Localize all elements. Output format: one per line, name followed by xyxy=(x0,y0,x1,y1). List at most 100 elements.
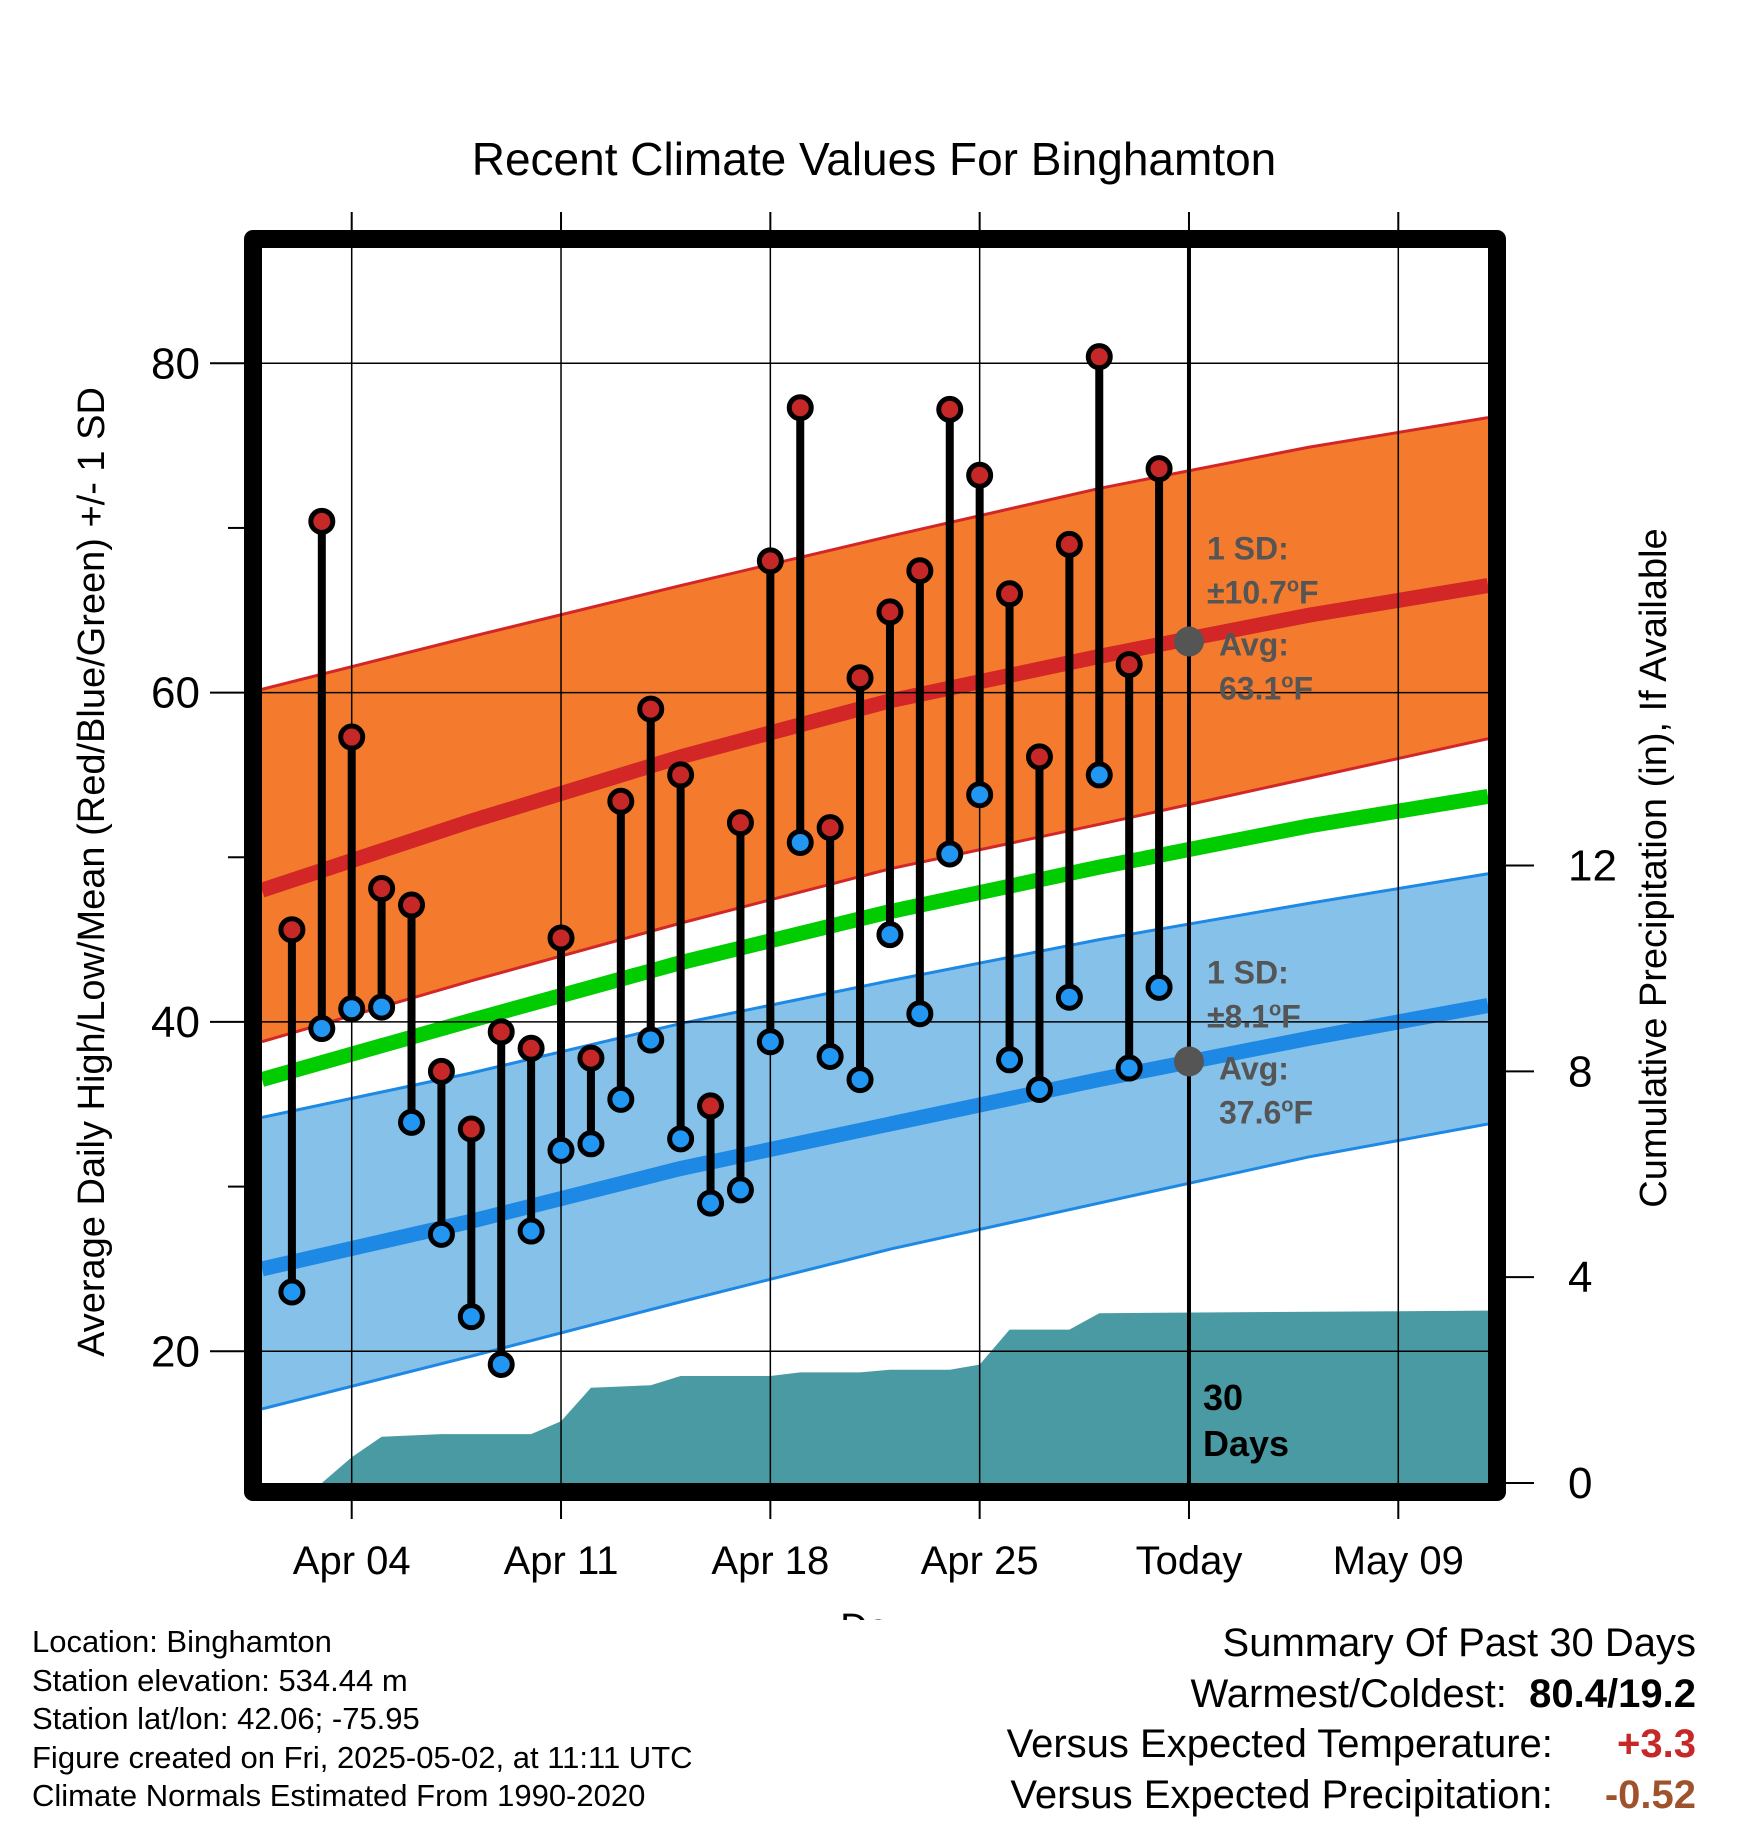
days-unit-label: Days xyxy=(1203,1423,1289,1464)
low-sd-band xyxy=(262,873,1488,1409)
avg-marker xyxy=(1173,1046,1204,1077)
high-upper-edge xyxy=(262,416,1488,691)
daily-low-point xyxy=(487,1350,515,1378)
daily-high-point xyxy=(667,761,695,789)
daily-high-point xyxy=(338,723,366,751)
precip-area xyxy=(262,1310,1488,1483)
x-tick-label: May 09 xyxy=(1333,1539,1464,1583)
y-tick-label: 60 xyxy=(151,669,200,718)
daily-high-point xyxy=(726,809,754,837)
low-upper-edge xyxy=(262,872,1488,1119)
daily-high-point xyxy=(487,1018,515,1046)
daily-high-point xyxy=(278,916,306,944)
daily-low-point xyxy=(1085,761,1113,789)
daily-high-point xyxy=(816,814,844,842)
daily-low-point xyxy=(368,993,396,1021)
days-count-label: 30 xyxy=(1203,1377,1243,1418)
daily-low-point xyxy=(1025,1075,1053,1103)
daily-high-point xyxy=(427,1057,455,1085)
summary-temp-row: Versus Expected Temperature: +3.3 xyxy=(1007,1719,1696,1770)
summary-title: Summary Of Past 30 Days xyxy=(1222,1621,1696,1665)
x-tick-label: Apr 11 xyxy=(504,1539,619,1583)
daily-high-point xyxy=(1025,743,1053,771)
x-tick-label: Apr 25 xyxy=(921,1539,1039,1583)
x-tick-label: Today xyxy=(1136,1539,1243,1583)
y-tick-label: 40 xyxy=(151,998,200,1047)
daily-low-point xyxy=(1115,1054,1143,1082)
avg-label: Avg: xyxy=(1219,627,1289,663)
location-text: Location: Binghamton xyxy=(32,1624,332,1659)
daily-low-point xyxy=(517,1217,545,1245)
daily-low-point xyxy=(637,1026,665,1054)
precip-anomaly-value: -0.52 xyxy=(1604,1772,1696,1817)
daily-high-point xyxy=(1145,455,1173,483)
daily-high-point xyxy=(786,394,814,422)
daily-high-point xyxy=(517,1034,545,1062)
daily-low-point xyxy=(876,921,904,949)
daily-low-point xyxy=(906,1000,934,1028)
daily-high-point xyxy=(547,924,575,952)
low-lower-edge xyxy=(262,1122,1488,1411)
daily-high-point xyxy=(906,557,934,585)
daily-low-point xyxy=(726,1176,754,1204)
avg-value: 37.6oF xyxy=(1219,1094,1313,1130)
y2-tick-label: 0 xyxy=(1568,1459,1592,1508)
daily-high-point xyxy=(756,547,784,575)
sd-value: ±8.1oF xyxy=(1207,998,1301,1034)
chart-title: Recent Climate Values For Binghamton xyxy=(472,133,1277,185)
daily-high-point xyxy=(457,1115,485,1143)
daily-low-point xyxy=(756,1028,784,1056)
daily-low-point xyxy=(1055,983,1083,1011)
plot-frame xyxy=(244,230,1506,1501)
daily-low-point xyxy=(278,1278,306,1306)
sd-label: 1 SD: xyxy=(1207,954,1289,990)
y2-tick-label: 4 xyxy=(1568,1253,1592,1302)
daily-low-point xyxy=(786,828,814,856)
elevation-text: Station elevation: 534.44 m xyxy=(32,1662,408,1698)
daily-high-point xyxy=(876,598,904,626)
y2-tick-label: 8 xyxy=(1568,1047,1592,1096)
daily-high-point xyxy=(637,695,665,723)
daily-high-point xyxy=(1115,651,1143,679)
daily-low-point xyxy=(338,995,366,1023)
daily-low-point xyxy=(308,1015,336,1043)
daily-low-point xyxy=(936,840,964,868)
y-tick-label: 80 xyxy=(151,339,200,388)
sd-label: 1 SD: xyxy=(1207,531,1289,567)
daily-high-point xyxy=(697,1092,725,1120)
daily-low-point xyxy=(667,1125,695,1153)
daily-low-point xyxy=(427,1220,455,1248)
station-info: Location: Binghamton Station elevation: … xyxy=(32,1623,693,1816)
warmest-label: Warmest/Coldest: xyxy=(1190,1671,1507,1716)
y-tick-label: 20 xyxy=(151,1327,200,1376)
temp-anomaly-label: Versus Expected Temperature: xyxy=(1006,1722,1553,1766)
plot-area xyxy=(262,248,1488,1483)
daily-low-point xyxy=(966,781,994,809)
daily-high-point xyxy=(1055,530,1083,558)
climate-chart: 1 SD: ±10.7oF Avg: 63.1oF 1 SD: ±8.1oF Avg: 37.… xyxy=(71,133,1675,1620)
daily-low-point xyxy=(398,1108,426,1136)
daily-high-point xyxy=(368,875,396,903)
sd-value: ±10.7oF xyxy=(1207,575,1319,611)
temp-anomaly-value: +3.3 xyxy=(1617,1722,1696,1766)
high-sd-band xyxy=(262,417,1488,1042)
x-tick-label: Apr 18 xyxy=(711,1539,829,1583)
avg-label: Avg: xyxy=(1219,1050,1289,1086)
daily-low-point xyxy=(577,1130,605,1158)
avg-marker xyxy=(1173,626,1204,657)
normals-text: Climate Normals Estimated From 1990-2020 xyxy=(32,1778,646,1813)
daily-low-point xyxy=(457,1303,485,1331)
daily-high-point xyxy=(607,787,635,815)
summary-panel: Summary Of Past 30 Days Warmest/Coldest:… xyxy=(1007,1618,1696,1820)
summary-precip-row: Versus Expected Precipitation: -0.52 xyxy=(1007,1770,1696,1821)
daily-high-point xyxy=(1085,343,1113,371)
precip-anomaly-label: Versus Expected Precipitation: xyxy=(1010,1772,1553,1817)
latlon-text: Station lat/lon: 42.06; -75.95 xyxy=(32,1701,420,1736)
daily-high-point xyxy=(846,664,874,692)
x-axis-label: Day xyxy=(840,1607,908,1620)
daily-high-point xyxy=(966,461,994,489)
daily-high-point xyxy=(936,395,964,423)
daily-low-point xyxy=(547,1136,575,1164)
daily-low-point xyxy=(816,1043,844,1071)
daily-low-point xyxy=(607,1085,635,1113)
